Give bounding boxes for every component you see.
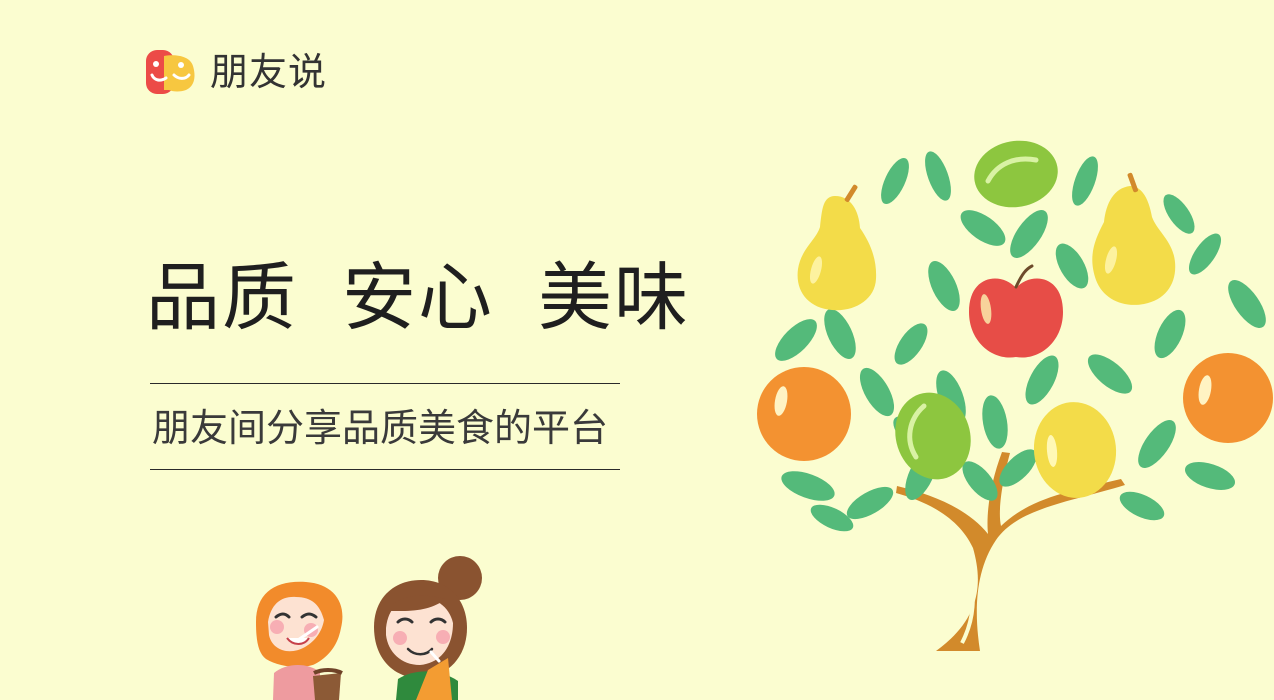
tagline-bottom-divider [150,469,620,470]
headline-quality: 品质 [146,255,298,341]
headline-taste: 美味 [538,255,690,341]
fruit-tree-icon [757,140,1273,651]
hero-tagline: 朋友间分享品质美食的平台 [152,406,609,450]
brand-name: 朋友说 [210,50,328,94]
children-drinking-icon [256,556,482,700]
brand-logo: 朋友说 [146,48,327,96]
hero-headline: 品质 安心 美味 [146,250,734,346]
smiling-chat-faces-icon [146,50,195,94]
headline-safety: 安心 [342,255,494,341]
tagline-top-divider [150,383,620,384]
